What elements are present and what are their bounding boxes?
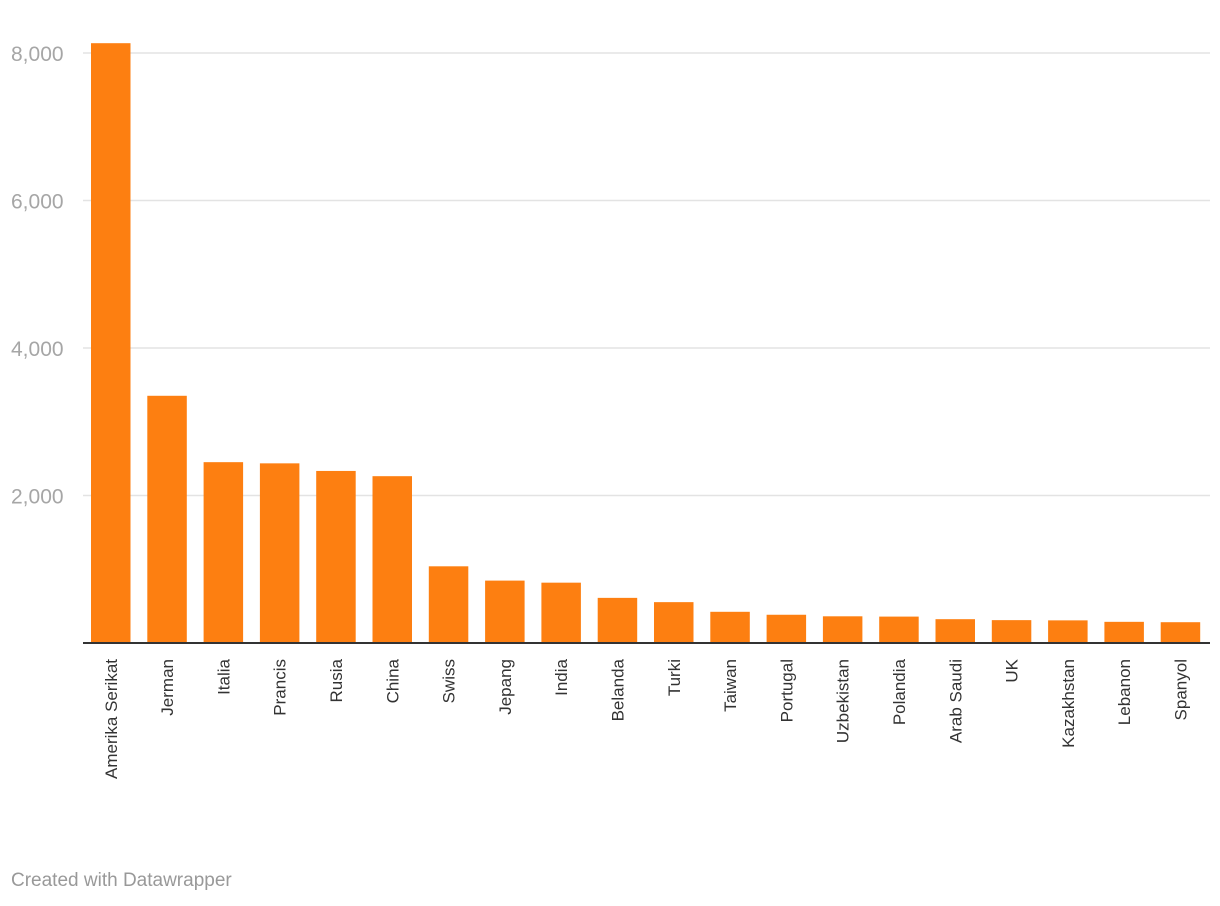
x-tick-label: Portugal: [777, 659, 796, 722]
bar: [935, 619, 975, 643]
bar: [710, 611, 750, 643]
bars: [91, 43, 1201, 644]
x-tick-label: Uzbekistan: [834, 659, 853, 743]
x-tick-label: Amerika Serikat: [102, 659, 121, 779]
y-tick-label: 6,000: [11, 191, 64, 214]
bar: [485, 580, 525, 643]
y-axis-ticks: 2,000 4,000 6,000 8,000: [11, 43, 64, 509]
bar: [879, 616, 919, 643]
bar: [1160, 622, 1201, 643]
bar: [372, 476, 412, 643]
bar: [822, 616, 863, 643]
y-tick-label: 4,000: [11, 338, 64, 361]
x-tick-label: Taiwan: [721, 659, 740, 712]
bar-chart: 2,000 4,000 6,000 8,000 Amerika Serikat Jerm…: [11, 43, 1210, 779]
bar: [1104, 621, 1144, 643]
x-tick-label: Turki: [665, 659, 684, 696]
bar: [541, 582, 581, 643]
y-tick-label: 8,000: [11, 43, 64, 66]
x-tick-label: Jepang: [496, 659, 515, 715]
gridlines: [83, 52, 1210, 497]
x-tick-label: Kazakhstan: [1059, 659, 1078, 748]
x-tick-label: Arab Saudi: [946, 659, 965, 743]
x-tick-label: Polandia: [890, 658, 909, 725]
y-tick-label: 2,000: [11, 486, 64, 509]
x-tick-label: Jerman: [158, 659, 177, 716]
bar: [147, 395, 187, 643]
x-tick-label: UK: [1003, 658, 1022, 682]
bar: [654, 602, 694, 643]
x-tick-label: Belanda: [608, 658, 627, 721]
x-tick-label: India: [552, 658, 571, 695]
x-tick-label: Rusia: [327, 658, 346, 702]
x-axis-ticks: Amerika Serikat Jerman Italia Prancis Rusia C…: [102, 658, 1191, 779]
bar: [91, 43, 131, 644]
bar: [259, 463, 300, 643]
bar: [203, 462, 244, 643]
x-tick-label: Spanyol: [1171, 659, 1190, 720]
bar: [428, 566, 469, 643]
x-tick-label: Lebanon: [1115, 659, 1134, 725]
x-tick-label: China: [383, 658, 402, 703]
chart-credit: Created with Datawrapper: [11, 870, 232, 891]
x-tick-label: Italia: [214, 658, 233, 694]
bar: [316, 470, 356, 643]
bar: [766, 614, 807, 643]
bar: [1048, 620, 1088, 643]
x-tick-label: Swiss: [440, 659, 459, 703]
bar: [991, 620, 1032, 643]
bar: [597, 597, 638, 643]
x-tick-label: Prancis: [271, 659, 290, 716]
